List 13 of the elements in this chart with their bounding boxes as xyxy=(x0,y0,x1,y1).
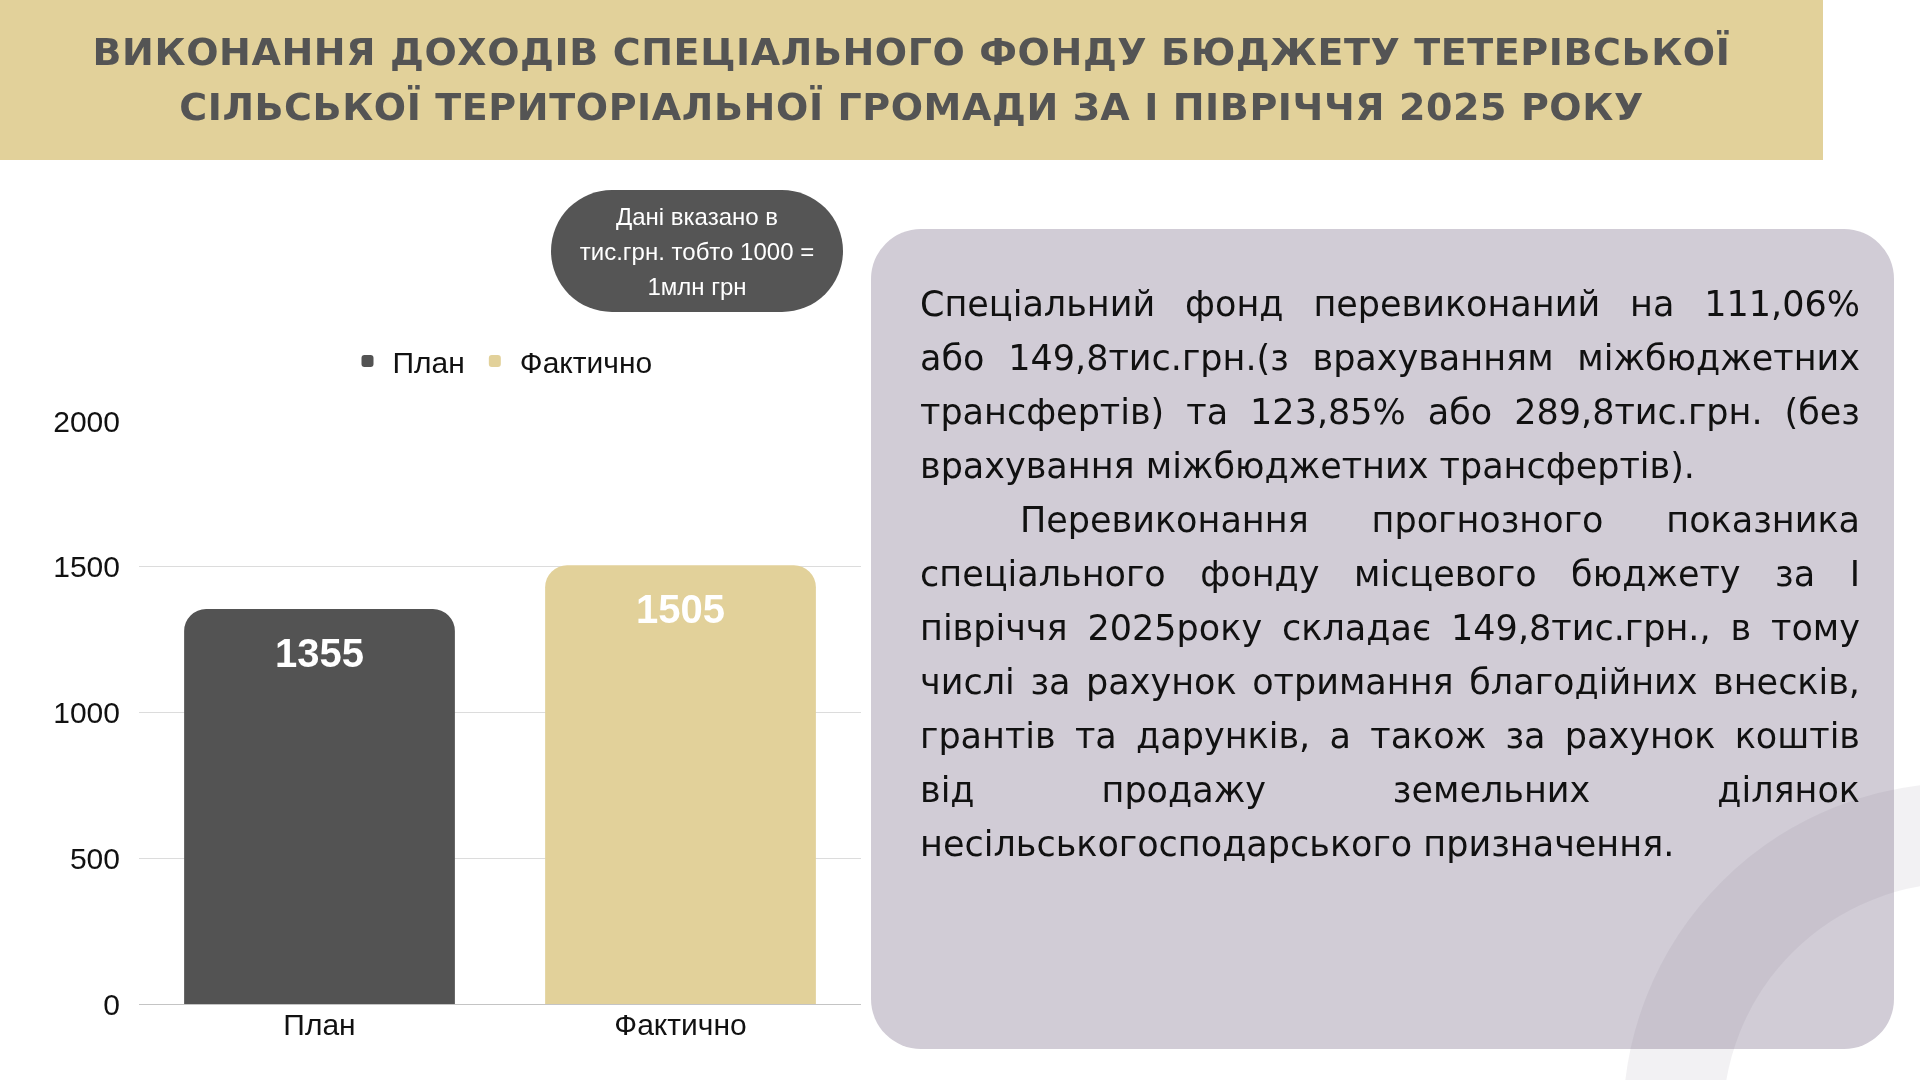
y-tick-label: 1000 xyxy=(53,696,120,729)
legend-label: Фактично xyxy=(519,345,653,379)
y-tick-label: 1500 xyxy=(53,550,120,584)
y-tick-label: 0 xyxy=(103,987,120,1021)
legend-label: План xyxy=(392,345,465,379)
text: Спеціальний фонд перевиконаний на 111,06% або 149,8тис.грн.(з врахуванням міжбюджетних трансфертів) та 123,85% або 289,8тис.грн. (без врахування міжбюджетних трансфертів). xyxy=(920,283,1860,488)
chart-title: ВИКОНАННЯ ДОХОДІВ СПЕЦІАЛЬНОГО ФОНДУ БЮДЖЕТУ ТЕТЕРІВСЬКОЇ СІЛЬСЬКОЇ ТЕРИТОРІАЛЬНОЇ ГРОМАДИ ЗА І ПІВРІЧЧЯ 2025 РОКУ xyxy=(91,29,1732,131)
y-tick-label: 500 xyxy=(69,841,120,875)
y-tick-label: 2000 xyxy=(53,404,120,438)
text: Перевиконання прогнозного показника спеціального фонду місцевого бюджету за І півріччя 2025року складає 149,8тис.грн., в тому числі за рахунок отримання благодійних внесків, грантів та дарунків, а також за рахунок коштів від продажу земельних ділянок несільськогосподарського призначення. xyxy=(920,499,1860,866)
data-label: 1355 xyxy=(275,631,364,676)
text: Дані вказано в тис.грн. тобто 1000 = 1млн грн xyxy=(551,190,843,312)
data-label: 1505 xyxy=(636,587,725,632)
